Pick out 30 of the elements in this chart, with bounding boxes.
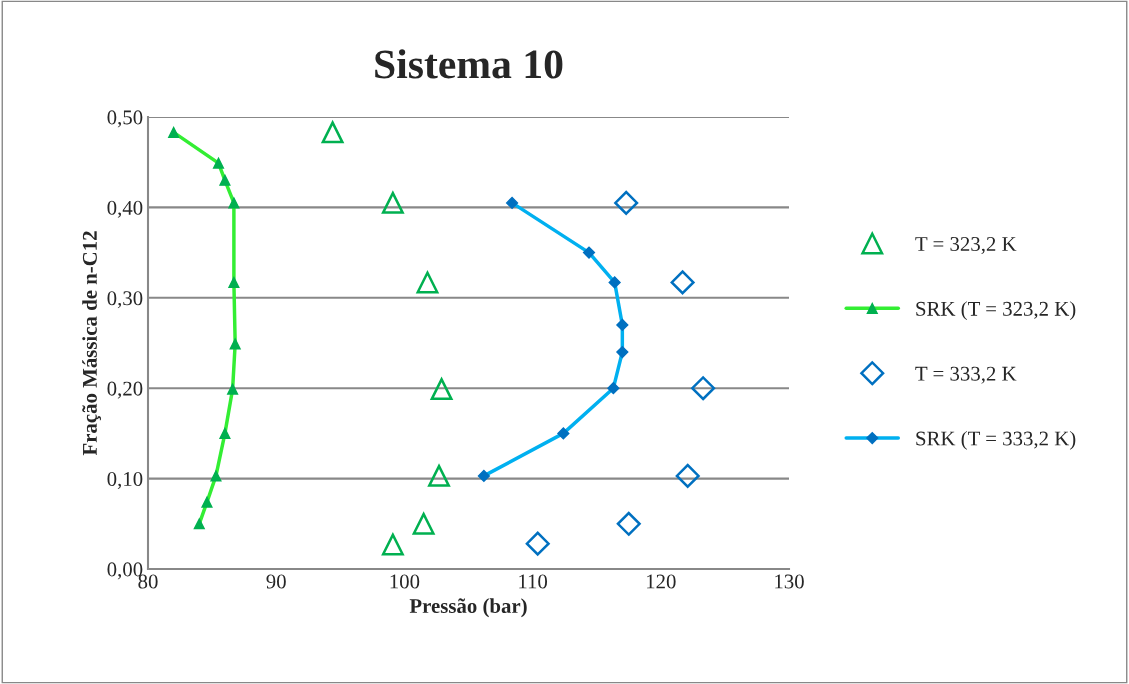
point [614, 190, 639, 215]
x-tick-label: 130 [775, 574, 804, 589]
legend-label: T = 323,2 K [915, 237, 1017, 254]
point [412, 512, 435, 535]
point [675, 463, 700, 488]
legend-label: T = 333,2 K [915, 366, 1017, 384]
x-tick-label: 100 [390, 574, 420, 589]
chart-title: Sistema 10 [375, 49, 563, 79]
point [416, 271, 439, 294]
y-tick-label: 0,30 [107, 291, 143, 309]
x-tick-label: 110 [519, 574, 548, 589]
point [381, 191, 404, 214]
x-tick-label: 90 [266, 574, 286, 589]
point [616, 511, 641, 536]
point [691, 376, 716, 401]
legend-label: SRK (T = 333,2 K) [916, 430, 1076, 450]
legend-label: SRK (T = 323,2 K) [916, 301, 1076, 321]
y-axis-title: Fração Mássica de n-C12 [82, 231, 101, 456]
y-tick-label: 0,20 [107, 381, 143, 399]
point [670, 270, 695, 295]
point [381, 533, 404, 556]
point [428, 464, 450, 487]
y-tick-label: 0,10 [107, 471, 143, 490]
point [525, 531, 550, 556]
point [321, 121, 344, 144]
point [430, 378, 453, 401]
x-axis-title: Pressão (bar) [409, 598, 527, 618]
x-tick-label: 120 [647, 574, 676, 589]
y-tick-label: 0,50 [107, 110, 143, 128]
y-tick-label: 0,40 [107, 200, 143, 218]
